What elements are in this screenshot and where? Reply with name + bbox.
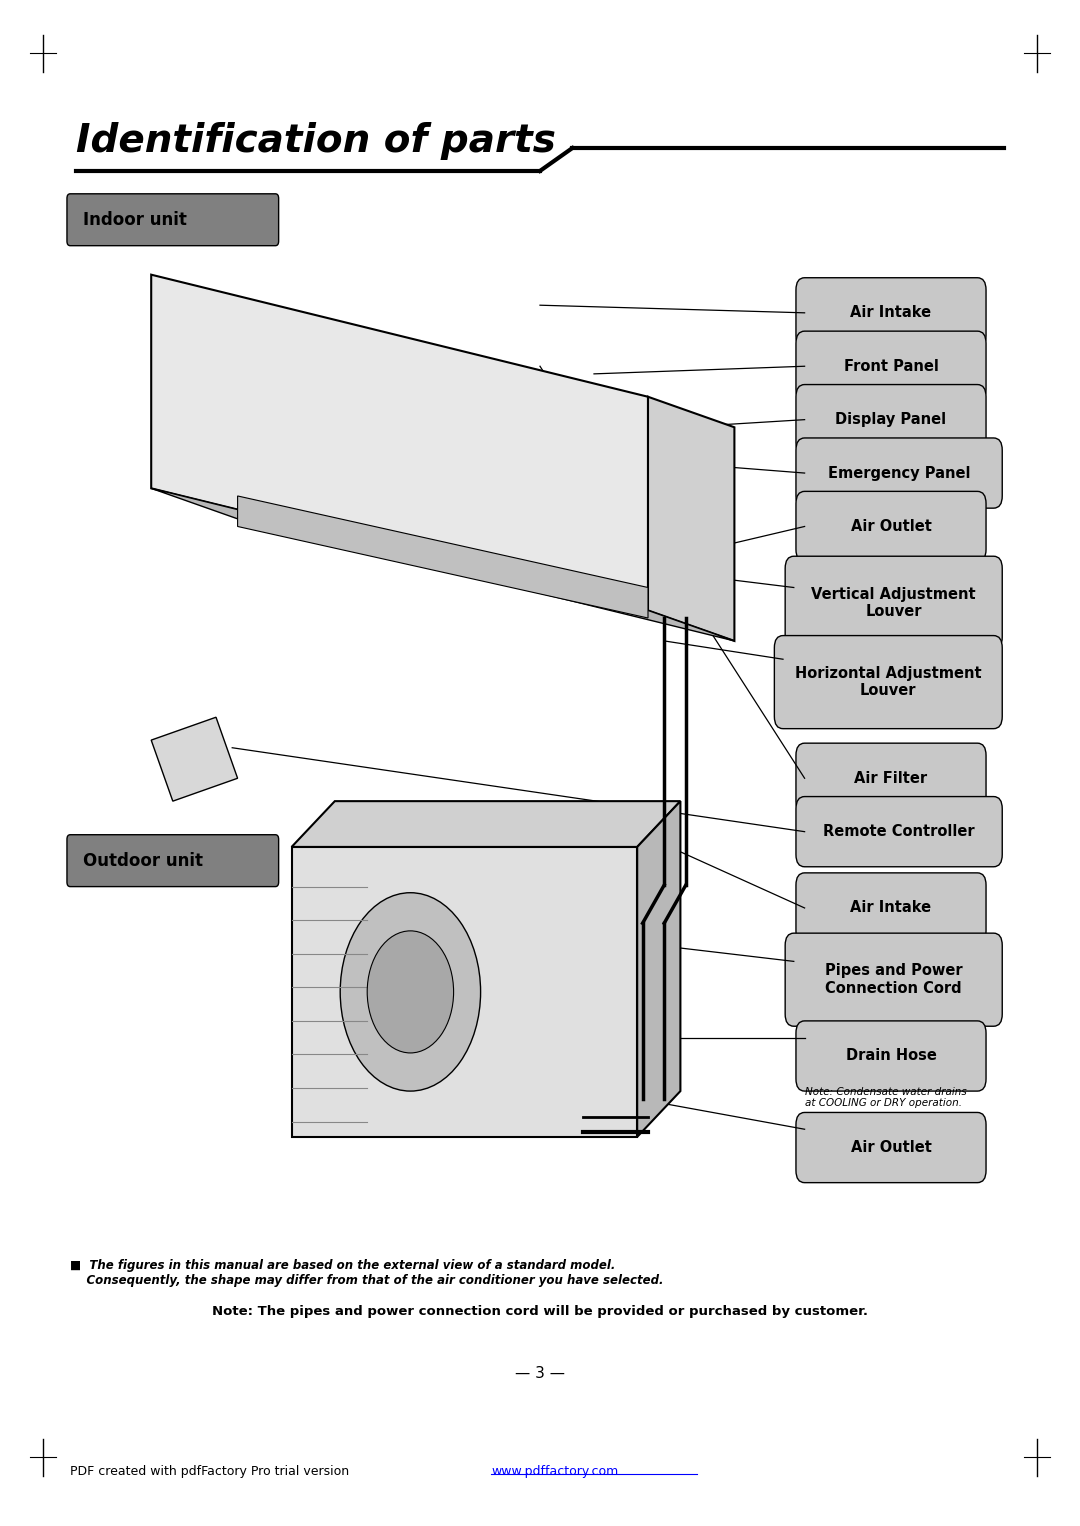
- Text: Outdoor unit: Outdoor unit: [83, 852, 203, 870]
- Text: Front Panel: Front Panel: [843, 359, 939, 374]
- FancyBboxPatch shape: [67, 194, 279, 246]
- FancyBboxPatch shape: [796, 438, 1002, 508]
- Polygon shape: [151, 717, 238, 801]
- FancyBboxPatch shape: [796, 385, 986, 455]
- Text: ■  The figures in this manual are based on the external view of a standard model: ■ The figures in this manual are based o…: [70, 1259, 664, 1286]
- FancyBboxPatch shape: [292, 847, 637, 1137]
- Text: Horizontal Adjustment
Louver: Horizontal Adjustment Louver: [795, 665, 982, 699]
- Text: Air Filter: Air Filter: [854, 771, 928, 786]
- Text: Pipes and Power
Connection Cord: Pipes and Power Connection Cord: [825, 963, 962, 996]
- Text: Vertical Adjustment
Louver: Vertical Adjustment Louver: [811, 586, 976, 620]
- Text: Remote Controller: Remote Controller: [823, 824, 975, 839]
- FancyBboxPatch shape: [774, 635, 1002, 728]
- FancyBboxPatch shape: [796, 797, 1002, 867]
- Text: Display Panel: Display Panel: [836, 412, 946, 427]
- Polygon shape: [151, 275, 648, 610]
- FancyBboxPatch shape: [796, 491, 986, 562]
- Text: Drain Hose: Drain Hose: [846, 1048, 936, 1064]
- Text: Air Intake: Air Intake: [850, 900, 932, 916]
- Polygon shape: [648, 397, 734, 641]
- Polygon shape: [292, 801, 680, 847]
- Text: Indoor unit: Indoor unit: [83, 211, 187, 229]
- Text: — 3 —: — 3 —: [515, 1366, 565, 1381]
- Text: Note: The pipes and power connection cord will be provided or purchased by custo: Note: The pipes and power connection cor…: [212, 1305, 868, 1318]
- Text: Identification of parts: Identification of parts: [76, 122, 555, 160]
- Text: PDF created with pdfFactory Pro trial version: PDF created with pdfFactory Pro trial ve…: [70, 1465, 353, 1479]
- FancyBboxPatch shape: [785, 934, 1002, 1027]
- Polygon shape: [637, 801, 680, 1137]
- FancyBboxPatch shape: [67, 835, 279, 887]
- FancyBboxPatch shape: [796, 331, 986, 401]
- Circle shape: [340, 893, 481, 1091]
- Text: Emergency Panel: Emergency Panel: [828, 465, 970, 481]
- Text: Air Outlet: Air Outlet: [851, 1140, 931, 1155]
- Polygon shape: [151, 488, 734, 641]
- FancyBboxPatch shape: [785, 557, 1002, 650]
- Text: Note: Condensate water drains
at COOLING or DRY operation.: Note: Condensate water drains at COOLING…: [805, 1087, 967, 1108]
- FancyBboxPatch shape: [796, 743, 986, 813]
- Text: Air Intake: Air Intake: [850, 305, 932, 320]
- FancyBboxPatch shape: [796, 1112, 986, 1183]
- FancyBboxPatch shape: [796, 1021, 986, 1091]
- Circle shape: [367, 931, 454, 1053]
- FancyBboxPatch shape: [796, 873, 986, 943]
- Text: Air Outlet: Air Outlet: [851, 519, 931, 534]
- Text: www.pdffactory.com: www.pdffactory.com: [491, 1465, 619, 1479]
- FancyBboxPatch shape: [796, 278, 986, 348]
- Polygon shape: [238, 496, 648, 618]
